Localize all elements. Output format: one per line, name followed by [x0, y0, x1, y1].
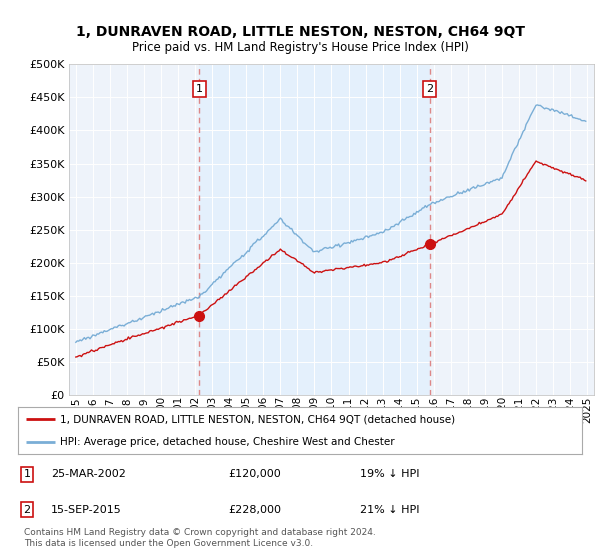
Bar [199, 64, 430, 395]
Text: Contains HM Land Registry data © Crown copyright and database right 2024.
This d: Contains HM Land Registry data © Crown c… [24, 528, 376, 548]
Text: Price paid vs. HM Land Registry's House Price Index (HPI): Price paid vs. HM Land Registry's House … [131, 40, 469, 54]
Text: 2: 2 [426, 84, 433, 94]
Text: 15-SEP-2015: 15-SEP-2015 [51, 505, 122, 515]
Text: £120,000: £120,000 [228, 469, 281, 479]
Text: 1: 1 [23, 469, 31, 479]
Text: 19% ↓ HPI: 19% ↓ HPI [360, 469, 419, 479]
Text: 1, DUNRAVEN ROAD, LITTLE NESTON, NESTON, CH64 9QT: 1, DUNRAVEN ROAD, LITTLE NESTON, NESTON,… [76, 26, 524, 39]
Text: 2: 2 [23, 505, 31, 515]
Text: HPI: Average price, detached house, Cheshire West and Chester: HPI: Average price, detached house, Ches… [60, 436, 395, 446]
Text: 1, DUNRAVEN ROAD, LITTLE NESTON, NESTON, CH64 9QT (detached house): 1, DUNRAVEN ROAD, LITTLE NESTON, NESTON,… [60, 414, 455, 424]
Text: £228,000: £228,000 [228, 505, 281, 515]
Text: 21% ↓ HPI: 21% ↓ HPI [360, 505, 419, 515]
Text: 25-MAR-2002: 25-MAR-2002 [51, 469, 126, 479]
Text: 1: 1 [196, 84, 203, 94]
